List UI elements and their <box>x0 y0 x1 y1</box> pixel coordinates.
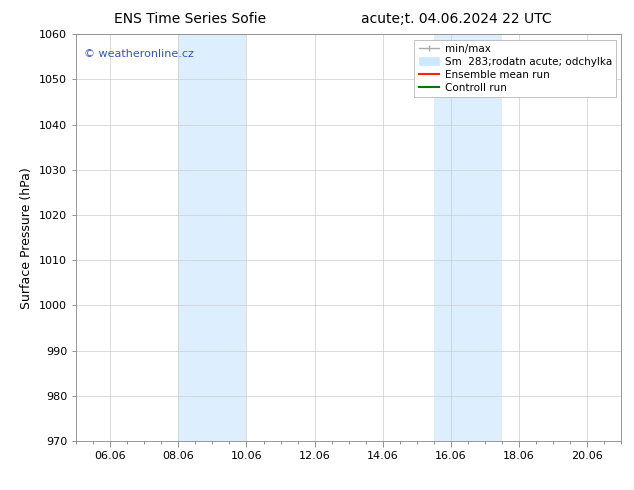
Text: ENS Time Series Sofie: ENS Time Series Sofie <box>114 12 266 26</box>
Y-axis label: Surface Pressure (hPa): Surface Pressure (hPa) <box>20 167 34 309</box>
Bar <box>178 34 247 441</box>
Legend: min/max, Sm  283;rodatn acute; odchylka, Ensemble mean run, Controll run: min/max, Sm 283;rodatn acute; odchylka, … <box>415 40 616 97</box>
Bar <box>434 34 502 441</box>
Text: © weatheronline.cz: © weatheronline.cz <box>84 49 194 58</box>
Text: acute;t. 04.06.2024 22 UTC: acute;t. 04.06.2024 22 UTC <box>361 12 552 26</box>
